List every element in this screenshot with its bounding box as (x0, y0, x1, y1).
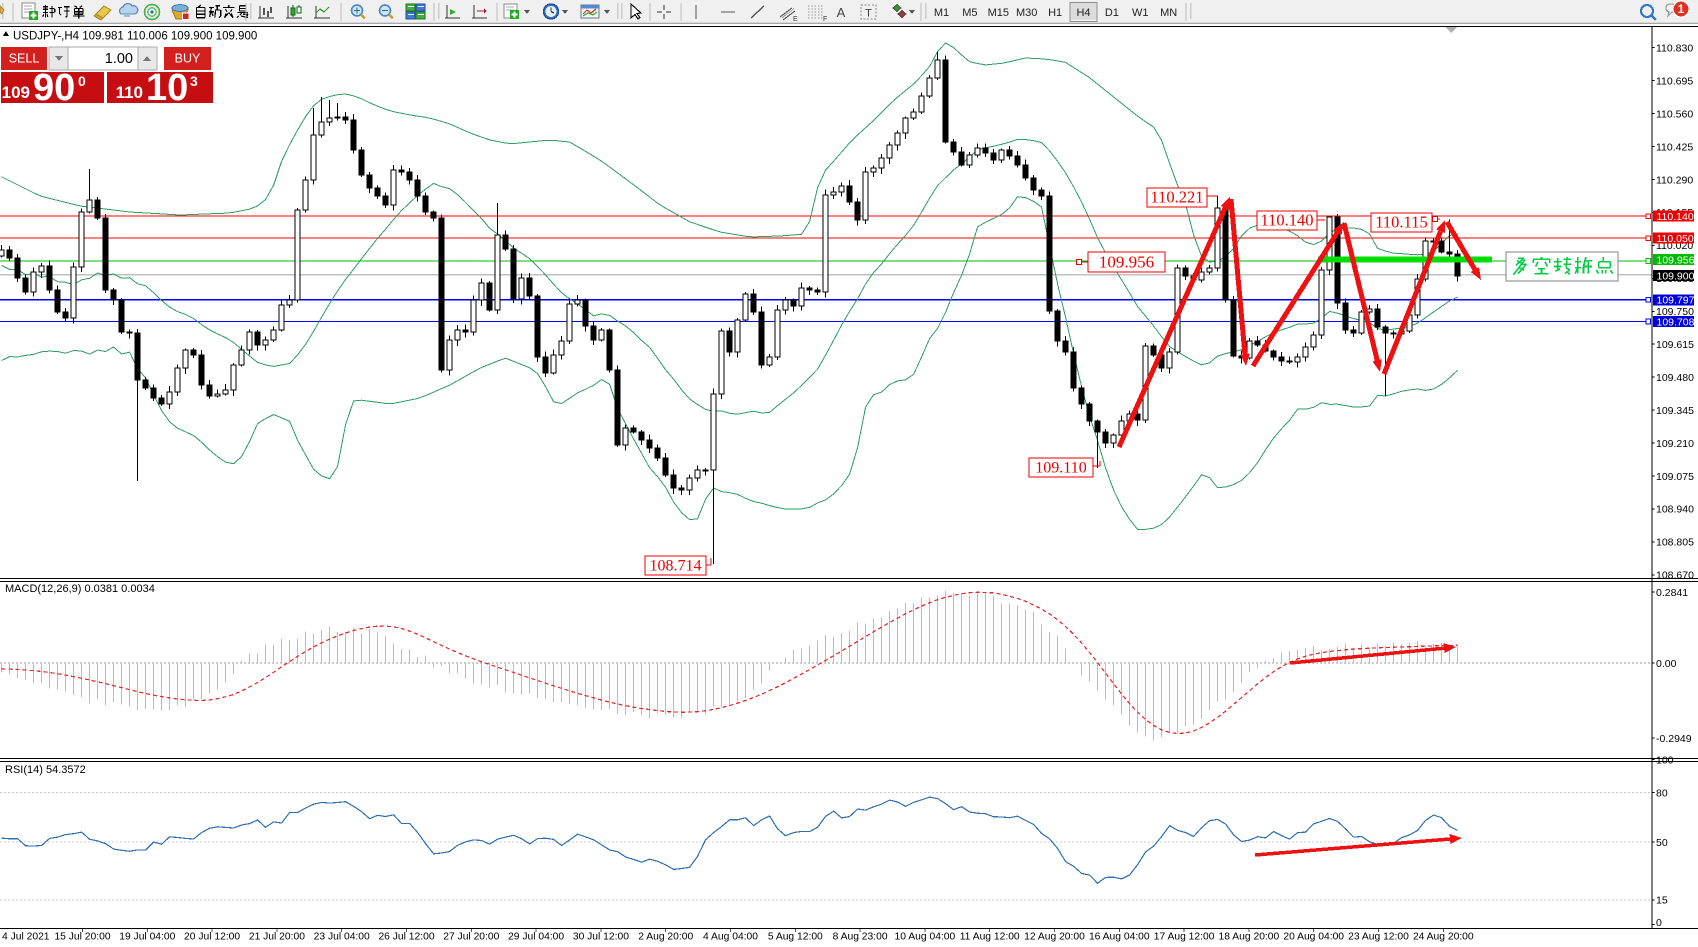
svg-text:0: 0 (1656, 917, 1662, 929)
svg-text:50: 50 (1656, 837, 1668, 849)
svg-text:109.900: 109.900 (1657, 271, 1695, 283)
svg-text:F: F (823, 16, 827, 23)
svg-text:109.075: 109.075 (1656, 471, 1694, 483)
svg-text:USDJPY-,H4 109.981 110.006 10: USDJPY-,H4 109.981 110.006 109.900 109.9… (13, 31, 257, 43)
svg-text:100: 100 (1656, 754, 1674, 766)
svg-text:110.695: 110.695 (1656, 76, 1693, 88)
svg-text:30 Jul 12:00: 30 Jul 12:00 (573, 932, 629, 943)
svg-text:109.750: 109.750 (1656, 306, 1694, 318)
svg-text:RSI(14) 54.3572: RSI(14) 54.3572 (5, 764, 86, 776)
svg-text:4 Aug 04:00: 4 Aug 04:00 (703, 932, 758, 943)
svg-text:H4: H4 (1076, 7, 1090, 19)
svg-text:18 Aug 20:00: 18 Aug 20:00 (1219, 932, 1280, 943)
svg-text:3: 3 (190, 73, 198, 89)
svg-text:MN: MN (1160, 7, 1177, 19)
svg-text:27 Jul 20:00: 27 Jul 20:00 (443, 932, 499, 943)
svg-text:109.345: 109.345 (1656, 405, 1694, 417)
svg-text:T: T (865, 8, 872, 20)
svg-text:M5: M5 (962, 7, 977, 19)
svg-text:15: 15 (1656, 895, 1668, 907)
svg-text:109.110: 109.110 (1035, 460, 1086, 477)
svg-text:109: 109 (2, 83, 30, 102)
svg-text:E: E (793, 16, 798, 23)
svg-text:4 Jul 2021: 4 Jul 2021 (2, 932, 50, 943)
svg-text:0.2841: 0.2841 (1656, 587, 1688, 599)
svg-text:0: 0 (78, 73, 86, 89)
svg-text:W1: W1 (1132, 7, 1149, 19)
svg-text:M1: M1 (934, 7, 949, 19)
svg-text:26 Jul 12:00: 26 Jul 12:00 (378, 932, 434, 943)
svg-text:SELL: SELL (9, 52, 40, 66)
svg-text:109.797: 109.797 (1657, 295, 1695, 307)
svg-text:21 Jul 20:00: 21 Jul 20:00 (249, 932, 305, 943)
svg-text:15 Jul 20:00: 15 Jul 20:00 (54, 932, 110, 943)
svg-text:M30: M30 (1016, 7, 1037, 19)
svg-text:110.140: 110.140 (1260, 211, 1313, 230)
svg-text:109.480: 109.480 (1656, 372, 1694, 384)
svg-text:19 Jul 04:00: 19 Jul 04:00 (119, 932, 175, 943)
svg-text:D1: D1 (1105, 7, 1119, 19)
svg-text:H1: H1 (1048, 7, 1062, 19)
svg-text:M15: M15 (988, 7, 1009, 19)
svg-text:12 Aug 20:00: 12 Aug 20:00 (1024, 932, 1085, 943)
svg-text:110.560: 110.560 (1656, 108, 1693, 120)
svg-text:20 Jul 12:00: 20 Jul 12:00 (184, 932, 240, 943)
svg-text:109.956: 109.956 (1657, 254, 1695, 266)
svg-text:90: 90 (33, 67, 75, 109)
svg-text:110.050: 110.050 (1657, 233, 1694, 245)
svg-text:110.115: 110.115 (1375, 213, 1427, 232)
svg-text:109.956: 109.956 (1099, 253, 1154, 272)
svg-text:110.140: 110.140 (1657, 211, 1694, 223)
svg-text:5 Aug 12:00: 5 Aug 12:00 (768, 932, 823, 943)
svg-text:1.00: 1.00 (105, 51, 133, 67)
svg-text:29 Jul 04:00: 29 Jul 04:00 (508, 932, 564, 943)
svg-text:8 Aug 23:00: 8 Aug 23:00 (833, 932, 888, 943)
svg-text:110.290: 110.290 (1656, 174, 1693, 186)
svg-text:17 Aug 12:00: 17 Aug 12:00 (1154, 932, 1215, 943)
svg-text:BUY: BUY (175, 52, 201, 66)
svg-text:2 Aug 20:00: 2 Aug 20:00 (638, 932, 693, 943)
svg-text:110.830: 110.830 (1656, 43, 1693, 55)
svg-text:23 Jul 04:00: 23 Jul 04:00 (314, 932, 370, 943)
svg-text:23 Aug 12:00: 23 Aug 12:00 (1348, 932, 1409, 943)
svg-text:20 Aug 04:00: 20 Aug 04:00 (1283, 932, 1344, 943)
svg-text:108.940: 108.940 (1656, 504, 1694, 516)
svg-text:10 Aug 04:00: 10 Aug 04:00 (895, 932, 956, 943)
svg-text:108.714: 108.714 (650, 558, 702, 575)
svg-text:-0.2949: -0.2949 (1656, 733, 1692, 745)
svg-text:108.805: 108.805 (1656, 537, 1694, 549)
svg-text:108.670: 108.670 (1656, 570, 1694, 582)
svg-text:A: A (837, 5, 846, 20)
svg-text:80: 80 (1656, 787, 1668, 799)
svg-text:24 Aug 20:00: 24 Aug 20:00 (1413, 932, 1474, 943)
svg-text:11 Aug 12:00: 11 Aug 12:00 (960, 932, 1020, 943)
svg-text:109.210: 109.210 (1656, 438, 1694, 450)
svg-text:0.00: 0.00 (1656, 658, 1677, 670)
svg-text:MACD(12,26,9) 0.0381 0.0034: MACD(12,26,9) 0.0381 0.0034 (5, 583, 155, 595)
svg-text:109.615: 109.615 (1656, 339, 1694, 351)
svg-text:110: 110 (116, 83, 143, 102)
svg-text:110.221: 110.221 (1150, 188, 1203, 207)
svg-text:10: 10 (146, 67, 188, 109)
svg-text:110.425: 110.425 (1656, 141, 1693, 153)
svg-text:109.708: 109.708 (1657, 316, 1695, 328)
svg-text:1: 1 (1678, 2, 1685, 16)
svg-text:16 Aug 04:00: 16 Aug 04:00 (1089, 932, 1150, 943)
